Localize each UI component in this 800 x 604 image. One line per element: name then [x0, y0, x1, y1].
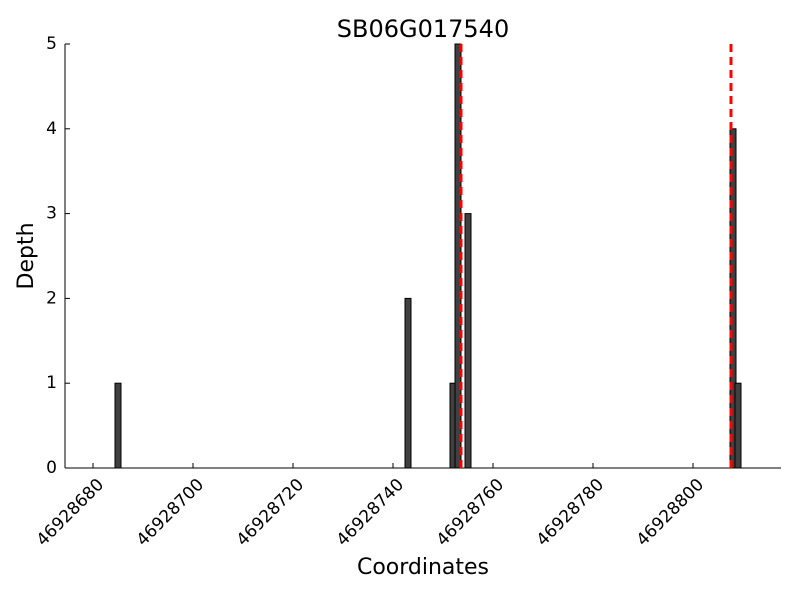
y-tick-label: 0 — [46, 458, 57, 478]
x-tick-label: 46928780 — [533, 475, 608, 550]
x-tick-label: 46928760 — [433, 475, 508, 550]
y-tick-label: 5 — [46, 34, 57, 54]
x-axis-label: Coordinates — [357, 555, 489, 580]
chart-title: SB06G017540 — [337, 15, 509, 43]
x-tick-label: 46928740 — [333, 475, 408, 550]
bar — [404, 297, 412, 469]
y-tick-label: 1 — [46, 373, 57, 393]
bar — [734, 382, 742, 469]
x-tick-label: 46928720 — [233, 475, 308, 550]
x-tick-label: 46928680 — [33, 475, 108, 550]
y-tick-label: 4 — [46, 119, 57, 139]
bar — [114, 382, 122, 469]
y-axis-label: Depth — [14, 222, 39, 289]
x-tick-label: 46928700 — [133, 475, 208, 550]
bar — [464, 213, 472, 469]
y-tick-label: 3 — [46, 204, 57, 224]
y-tick-label: 2 — [46, 288, 57, 308]
x-tick-label: 46928800 — [633, 475, 708, 550]
